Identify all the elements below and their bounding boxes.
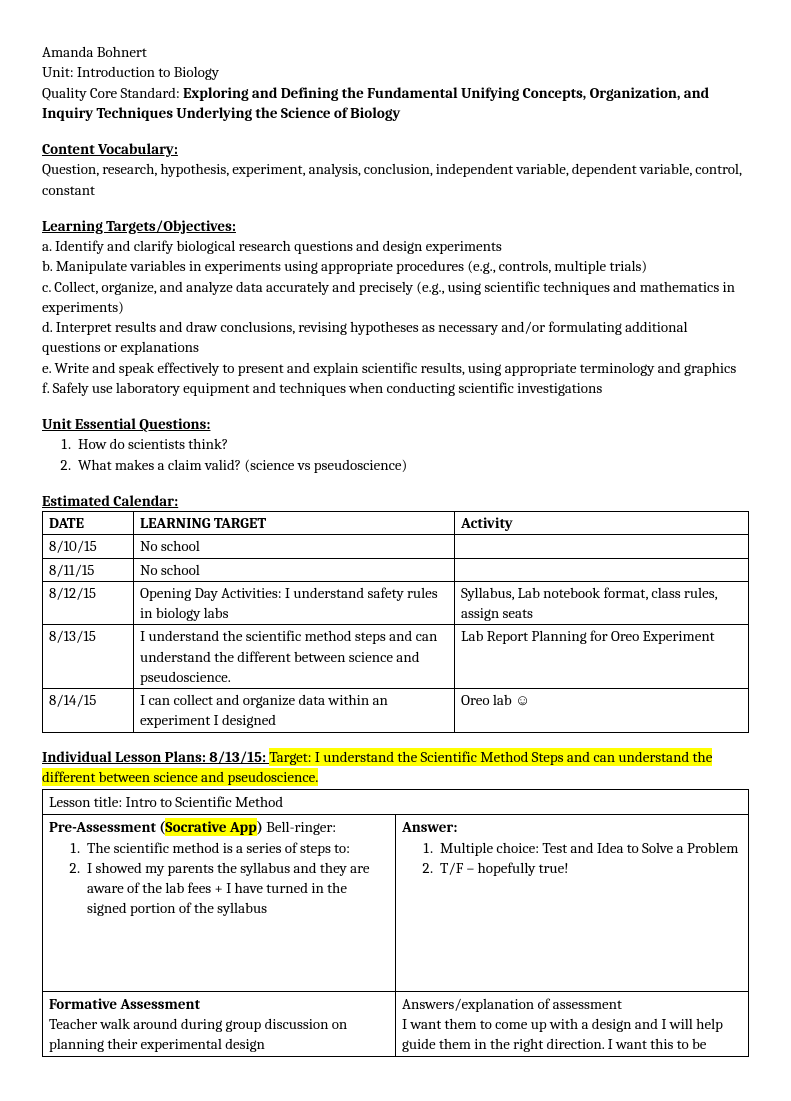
- formative-text: Teacher walk around during group discuss…: [49, 1014, 389, 1055]
- qc-label: Quality Core Standard:: [42, 84, 180, 102]
- pre-label-suffix: Bell-ringer:: [263, 818, 336, 836]
- list-item: Multiple choice: Test and Idea to Solve …: [436, 838, 742, 858]
- objective-item: c. Collect, organize, and analyze data a…: [42, 277, 749, 318]
- objectives-heading: Learning Targets/Objectives:: [42, 216, 749, 236]
- formative-ans-line2: I want them to come up with a design and…: [402, 1014, 742, 1055]
- unit-label: Unit:: [42, 63, 74, 81]
- col-activity: Activity: [455, 512, 749, 535]
- lesson-plan-heading: Individual Lesson Plans: 8/13/15: Target…: [42, 747, 749, 788]
- col-learning-target: LEARNING TARGET: [134, 512, 455, 535]
- cell-activity: Oreo lab ☺: [455, 689, 749, 733]
- essential-question: How do scientists think?: [74, 434, 749, 454]
- unit-line: Unit: Introduction to Biology: [42, 62, 749, 82]
- content-vocab-text: Question, research, hypothesis, experime…: [42, 159, 749, 200]
- cell-lt: I can collect and organize data within a…: [134, 689, 455, 733]
- cell-date: 8/11/15: [43, 558, 134, 581]
- table-header-row: DATE LEARNING TARGET Activity: [43, 512, 749, 535]
- list-item: The scientific method is a series of ste…: [83, 838, 389, 858]
- col-date: DATE: [43, 512, 134, 535]
- author-name: Amanda Bohnert: [42, 42, 749, 62]
- cell-date: 8/12/15: [43, 581, 134, 625]
- objective-item: e. Write and speak effectively to presen…: [42, 358, 749, 378]
- cell-lt: No school: [134, 535, 455, 558]
- cell-lt: No school: [134, 558, 455, 581]
- table-row: 8/10/15 No school: [43, 535, 749, 558]
- objective-item: a. Identify and clarify biological resea…: [42, 236, 749, 256]
- cell-date: 8/13/15: [43, 625, 134, 689]
- quality-core-standard: Quality Core Standard: Exploring and Def…: [42, 83, 749, 124]
- table-row: Pre-Assessment (Socrative App) Bell-ring…: [43, 815, 749, 991]
- cell-date: 8/14/15: [43, 689, 134, 733]
- lesson-plan-table: Lesson title: Intro to Scientific Method…: [42, 789, 749, 1057]
- pre-label-highlight: Socrative App: [165, 818, 256, 836]
- pre-answer-list: Multiple choice: Test and Idea to Solve …: [402, 838, 742, 879]
- list-item: T/F – hopefully true!: [436, 858, 742, 878]
- formative-ans-line1: Answers/explanation of assessment: [402, 994, 742, 1014]
- objective-item: f. Safely use laboratory equipment and t…: [42, 378, 749, 398]
- cell-lt: I understand the scientific method steps…: [134, 625, 455, 689]
- cell-date: 8/10/15: [43, 535, 134, 558]
- pre-answer-cell: Answer: Multiple choice: Test and Idea t…: [396, 815, 749, 991]
- objectives-list: a. Identify and clarify biological resea…: [42, 236, 749, 398]
- pre-assessment-cell: Pre-Assessment (Socrative App) Bell-ring…: [43, 815, 396, 991]
- lesson-heading-prefix: Individual Lesson Plans: 8/13/15:: [42, 748, 269, 766]
- cell-activity: [455, 535, 749, 558]
- cell-activity: [455, 558, 749, 581]
- objective-item: b. Manipulate variables in experiments u…: [42, 256, 749, 276]
- lesson-title-text: Lesson title: Intro to Scientific Method: [49, 793, 283, 811]
- answer-label: Answer:: [402, 817, 742, 837]
- objective-item: d. Interpret results and draw conclusion…: [42, 317, 749, 358]
- lesson-title-cell: Lesson title: Intro to Scientific Method: [43, 790, 749, 815]
- calendar-heading: Estimated Calendar:: [42, 491, 749, 511]
- formative-label: Formative Assessment: [49, 994, 389, 1014]
- table-row: Lesson title: Intro to Scientific Method: [43, 790, 749, 815]
- cell-activity: Lab Report Planning for Oreo Experiment: [455, 625, 749, 689]
- essential-questions-list: How do scientists think? What makes a cl…: [42, 434, 749, 475]
- unit-value: Introduction to Biology: [77, 63, 219, 81]
- table-row: 8/14/15 I can collect and organize data …: [43, 689, 749, 733]
- cell-activity: Syllabus, Lab notebook format, class rul…: [455, 581, 749, 625]
- table-row: 8/13/15 I understand the scientific meth…: [43, 625, 749, 689]
- cell-lt: Opening Day Activities: I understand saf…: [134, 581, 455, 625]
- list-item: I showed my parents the syllabus and the…: [83, 858, 389, 919]
- pre-assessment-list: The scientific method is a series of ste…: [49, 838, 389, 919]
- calendar-table: DATE LEARNING TARGET Activity 8/10/15 No…: [42, 511, 749, 733]
- content-vocab-heading: Content Vocabulary:: [42, 139, 749, 159]
- table-row: 8/11/15 No school: [43, 558, 749, 581]
- pre-label-prefix: Pre-Assessment (: [49, 818, 165, 836]
- table-row: 8/12/15 Opening Day Activities: I unders…: [43, 581, 749, 625]
- essential-questions-heading: Unit Essential Questions:: [42, 414, 749, 434]
- essential-question: What makes a claim valid? (science vs ps…: [74, 455, 749, 475]
